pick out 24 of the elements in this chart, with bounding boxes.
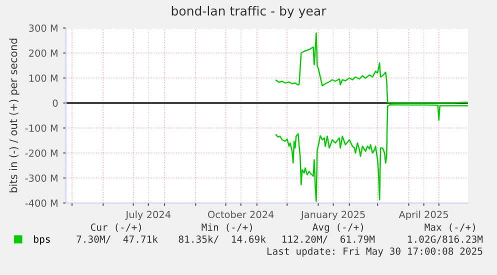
text: Avg (-/+)	[312, 223, 363, 233]
text: Max (-/+)	[424, 223, 475, 232]
y-tick-label: -200 M	[25, 149, 58, 157]
text: Last update: Fri May 30 17:00:08 2025	[267, 247, 482, 257]
x-tick-label: January 2025	[300, 210, 365, 220]
text: 81.35k/ 14.69k	[178, 235, 266, 244]
y-axis-title: bits in (-) / out (+) per second	[9, 38, 20, 192]
text: 7.30M/ 47.71k	[76, 235, 158, 244]
x-tick-label: April 2025	[398, 210, 448, 220]
y-tick-label: -400 M	[25, 199, 58, 207]
y-tick-label: 300 M	[29, 24, 58, 32]
x-tick-label: July 2024	[125, 210, 171, 220]
y-tick-label: -100 M	[25, 124, 58, 132]
text: 1.02G/816.23M	[408, 235, 483, 244]
text: Min (-/+)	[202, 223, 252, 232]
x-tick-label: October 2024	[208, 210, 274, 218]
y-tick-label: 0	[52, 99, 58, 107]
y-tick-label: 200 M	[29, 49, 58, 57]
chart-title: bond-lan traffic - by year	[172, 6, 326, 18]
y-tick-label: 100 M	[29, 74, 58, 82]
text: 112.20M/ 61.79M	[282, 235, 375, 244]
legend-label: bps	[34, 235, 50, 245]
y-tick-label: -300 M	[25, 174, 58, 182]
text: Cur (-/+)	[90, 223, 141, 232]
